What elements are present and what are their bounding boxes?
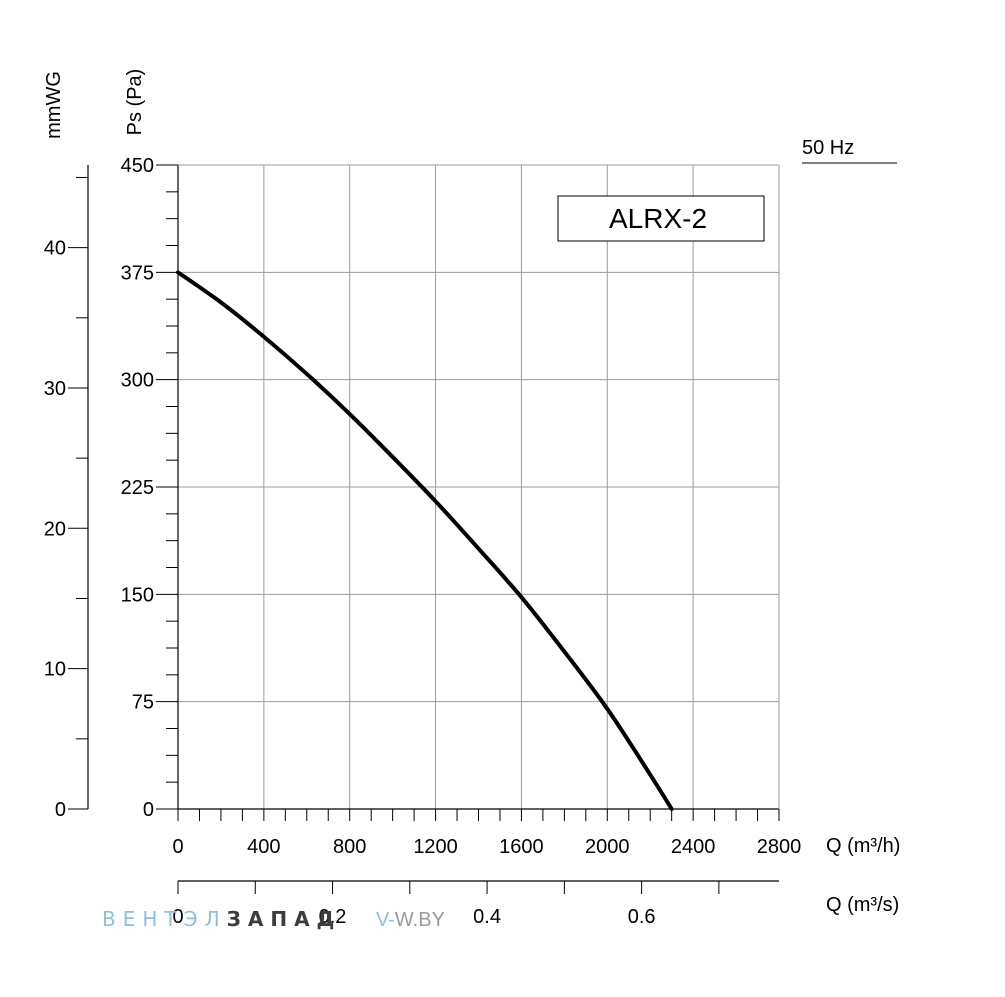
watermark-logo: ВЕНТЭЛЗАПАД	[102, 907, 341, 931]
watermark-el: ЭЛ	[184, 907, 227, 931]
x-tick-label: 800	[333, 836, 366, 858]
x2-tick-label: 0.6	[628, 906, 656, 928]
x2-tick-label: 0.4	[473, 906, 501, 928]
y-tick-label: 0	[143, 799, 154, 821]
mmwg-tick-label: 30	[44, 378, 66, 400]
y-tick-label: 150	[121, 584, 154, 606]
x-tick-label: 2000	[585, 836, 630, 858]
x-axis-label: Q (m³/h)	[826, 835, 900, 857]
x2-tick-label: 0.2	[319, 906, 347, 928]
x-tick-label: 1200	[413, 836, 458, 858]
y-tick-label: 225	[121, 477, 154, 499]
x-tick-label: 400	[247, 836, 280, 858]
x-tick-label: 2400	[671, 836, 716, 858]
tick-labels: 0 400 800 1200 1600 2000 2400 28000751502253003…	[44, 155, 802, 928]
watermark-site: V-W.BY	[376, 909, 445, 931]
x-tick-label: 2800	[757, 836, 802, 858]
y-tick-label: 375	[121, 262, 154, 284]
model-label-box	[557, 195, 765, 242]
mmwg-tick-label: 40	[44, 238, 66, 260]
grid-lines	[178, 165, 779, 809]
x-tick-label: 1600	[499, 836, 544, 858]
watermark-vent: ВЕНТ	[102, 907, 184, 931]
y-axis-label: Ps (Pa)	[124, 69, 146, 136]
y-tick-label: 75	[132, 692, 154, 714]
x2-tick-label: 0	[172, 906, 183, 928]
x2-axis-label: Q (m³/s)	[826, 894, 899, 916]
mmwg-tick-label: 10	[44, 659, 66, 681]
x-tick-label: 0	[172, 836, 183, 858]
mmwg-tick-label: 20	[44, 518, 66, 540]
y-tick-label: 450	[121, 155, 154, 177]
watermark-site-prefix: V-	[376, 909, 395, 931]
performance-curve	[176, 270, 674, 811]
y-tick-label: 300	[121, 370, 154, 392]
watermark-zapad: ЗАПАД	[227, 907, 342, 931]
mmwg-tick-label: 0	[55, 799, 66, 821]
watermark-site-rest: W.BY	[395, 909, 445, 931]
series-curve	[176, 270, 674, 811]
mmwg-axis-label: mmWG	[43, 71, 65, 139]
frequency-label: 50 Hz	[802, 137, 854, 159]
minor-ticks	[68, 164, 780, 894]
model-label: ALRX-2	[609, 203, 707, 234]
